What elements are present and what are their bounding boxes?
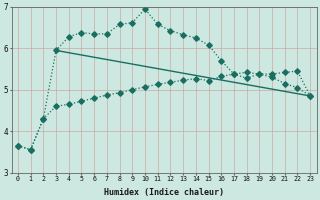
X-axis label: Humidex (Indice chaleur): Humidex (Indice chaleur) xyxy=(104,188,224,197)
